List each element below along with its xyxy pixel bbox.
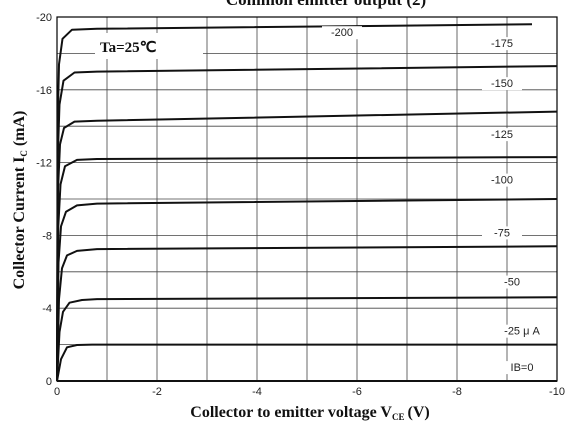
series-label-bg xyxy=(322,26,362,40)
series-label: -100 xyxy=(491,175,513,187)
series-label: -75 xyxy=(494,227,510,239)
series-label-bg xyxy=(482,173,522,187)
series-lines xyxy=(56,23,558,382)
y-axis-label-unit: (mA) xyxy=(11,111,28,147)
x-tick-labels: 0 -2 -4 -6 -8 -10 xyxy=(54,386,565,398)
series-label: -200 xyxy=(331,27,353,39)
series-line xyxy=(56,296,558,382)
x-axis-label-main: Collector to emitter voltage V xyxy=(190,404,392,421)
annotation-box: Ta=25℃ xyxy=(95,33,203,59)
y-axis-label-main: Collector Current I xyxy=(11,157,28,290)
x-tick-label: -2 xyxy=(152,386,162,398)
y-tick-labels: 0 -4 -8 -12 -16 -20 xyxy=(36,12,52,388)
series-label: -125 xyxy=(491,129,513,141)
y-tick-label: -16 xyxy=(36,85,52,97)
series-label-bg xyxy=(482,37,522,51)
series-label: IB=0 xyxy=(511,362,534,374)
y-axis-label: Collector Current IC (mA) xyxy=(11,111,29,290)
series-labels: IB=0 -25 μ A -50 -75 -100 -125 -150 -175 -200 xyxy=(322,26,542,375)
x-axis-label-sub: CE xyxy=(392,412,405,422)
series-label: -175 xyxy=(491,38,513,50)
series-label-bg xyxy=(502,361,542,375)
y-axis-label-sub: C xyxy=(19,150,29,157)
x-tick-label: 0 xyxy=(54,386,60,398)
x-tick-label: -6 xyxy=(352,386,362,398)
chart-title: Common emitter output (2) xyxy=(226,0,426,9)
series-label: -25 μ A xyxy=(504,326,540,338)
series-label-bg xyxy=(492,275,532,289)
y-tick-label: -4 xyxy=(42,303,52,315)
series-label-bg xyxy=(482,128,522,142)
x-axis-label-unit: (V) xyxy=(408,404,430,421)
series-label-bg xyxy=(502,324,542,338)
series-label: -150 xyxy=(491,78,513,90)
y-tick-label: -20 xyxy=(36,12,52,24)
temperature-annotation: Ta=25℃ xyxy=(100,40,157,56)
series-label-bg xyxy=(482,226,522,240)
series-label: -50 xyxy=(504,277,520,289)
x-axis-label: Collector to emitter voltage VCE (V) xyxy=(190,404,429,422)
series-line xyxy=(56,343,557,382)
y-tick-label: -12 xyxy=(36,158,52,170)
x-tick-label: -8 xyxy=(452,386,462,398)
series-line xyxy=(56,23,533,382)
series-label-bg xyxy=(482,77,522,91)
y-tick-label: -8 xyxy=(42,230,52,242)
y-tick-label: 0 xyxy=(46,376,52,388)
x-tick-label: -10 xyxy=(549,386,565,398)
x-tick-label: -4 xyxy=(252,386,262,398)
